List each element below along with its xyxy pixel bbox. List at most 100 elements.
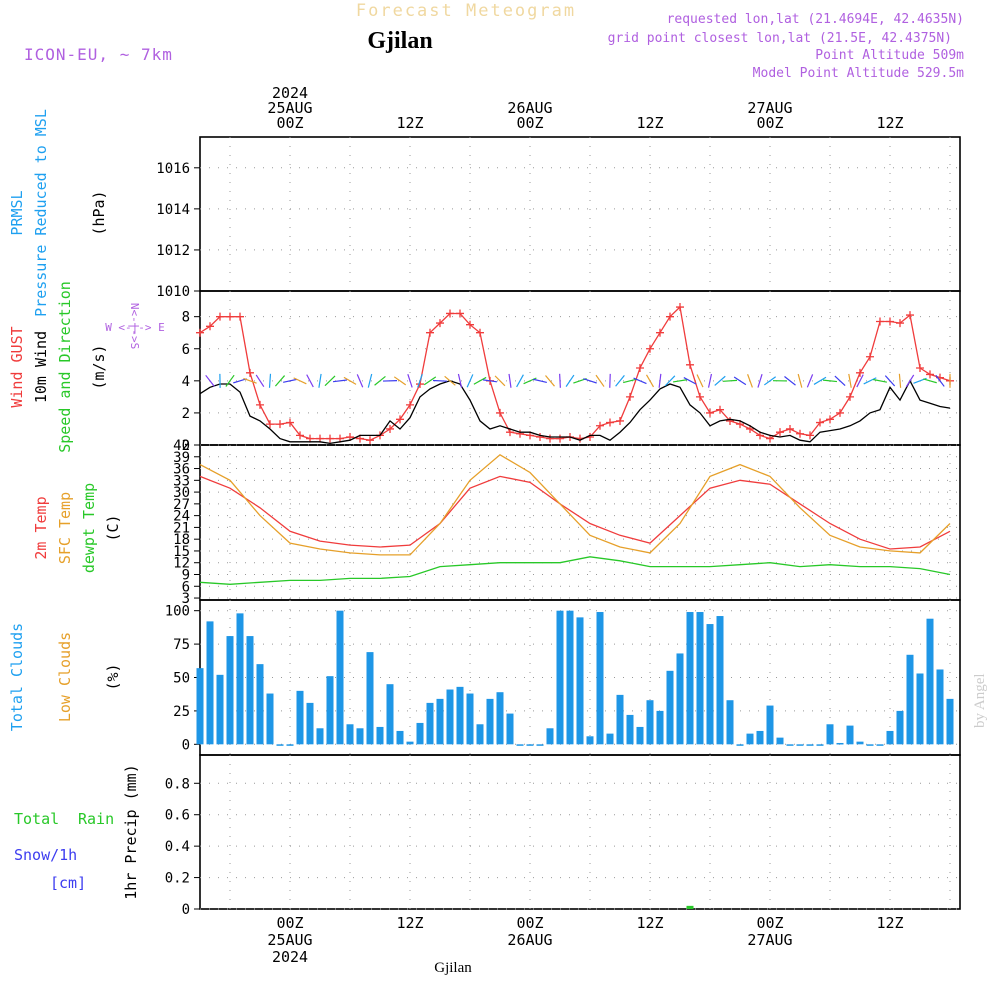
wind-arrow [225,374,235,387]
gust-marker [676,303,684,312]
clouds-bar [256,664,264,745]
clouds-bar [346,724,354,745]
clouds-bar [906,654,914,745]
clouds-bar [366,652,374,745]
y-tick-label: 15 [173,544,190,560]
gust-marker [776,428,784,437]
wind-arrow [733,376,747,386]
wind-arrow [545,375,555,387]
temperature-series-line [199,475,951,550]
bottom-time-label: 12Z [396,914,423,932]
location-title: Gjilan [367,28,432,54]
gust-marker [606,418,614,427]
y-tick-label: 1010 [156,284,190,300]
wind-arrow [482,379,498,383]
wind-arrow [533,378,547,383]
wind-label: (m/s) [90,344,108,389]
gust-marker [596,421,604,430]
top-time-label: 00Z [516,114,543,132]
y-tick-label: 9 [182,567,190,583]
wind-arrow [293,377,307,385]
clouds-bar [886,730,894,745]
y-tick-label: 39 [173,450,190,466]
wind-arrows [205,373,951,388]
clouds-bar [356,728,364,745]
clouds-bar [846,725,854,745]
clouds-bar [856,741,864,745]
gust-marker [686,360,694,369]
wind-arrow [343,376,357,385]
gust-marker [426,328,434,337]
gust-marker [816,418,824,427]
panels: 1010 1012 1014 1016 PRMSL Pressure Reduced to… [8,109,961,918]
requested-coords: requested lon,lat (21.4694E, 42.4635N) [667,12,964,27]
top-time-label: 00Z [276,114,303,132]
compass-ew: W <-|-> E [105,321,165,334]
model-label: ICON-EU, ~ 7km [24,45,173,64]
wind-series-line [199,379,951,445]
gust-marker [196,328,204,337]
bottom-time-label: 2024 [272,948,308,966]
y-tick-label: 0 [182,737,190,753]
y-tick-label: 12 [173,556,190,572]
clouds-bar [456,686,464,745]
wind-arrow [274,375,286,387]
gust-marker [866,352,874,361]
clouds-bar [446,689,454,745]
gust-marker [846,392,854,401]
clouds-bar [426,702,434,745]
y-tick-label: 24 [173,509,190,525]
pressure-label: PRMSL [8,190,26,235]
watermark: by Angel [972,673,988,728]
y-tick-label: 0.6 [165,808,190,824]
gust-marker [516,429,524,438]
gust-marker [716,405,724,414]
clouds-bar [576,617,584,745]
bottom-time-label: 12Z [876,914,903,932]
clouds-bar [406,741,414,745]
y-tick-label: 0 [182,438,190,454]
clouds-bar [316,728,324,745]
precip-axis-label: 1hr Precip (mm) [122,764,140,899]
wind-arrow [417,374,423,388]
clouds-bar [476,724,484,745]
wind-arrow [457,373,463,388]
wind-label: Speed and Direction [56,281,74,453]
wind-arrow [516,374,524,388]
clouds-bar [276,744,284,746]
wind-arrow [466,374,474,388]
clouds-label: Low Clouds [56,632,74,722]
clouds-bar [776,737,784,745]
top-time-label: 00Z [756,114,783,132]
gust-marker [646,344,654,353]
clouds-bar [526,744,534,746]
y-tick-label: 27 [173,497,190,513]
gust-marker [806,431,814,440]
clouds-bar [746,733,754,745]
gust-marker [856,368,864,377]
y-tick-label: 25 [173,704,190,720]
y-tick-label: 36 [173,462,190,478]
clouds-bar [496,692,504,745]
bottom-time-label: 00Z [276,914,303,932]
clouds-bar [796,744,804,746]
clouds-bar [826,724,834,745]
point-altitude: Point Altitude 509m [815,48,964,63]
y-tick-label: 6 [182,342,190,358]
gust-marker [326,434,334,443]
clouds-bar [486,698,494,745]
wind-arrow [863,377,877,385]
compass-rose: W <-|-> EN<-|->S [105,303,165,349]
wind-arrow [672,379,688,383]
wind-arrow [898,373,902,388]
clouds-bar [866,744,874,746]
wind-arrow [633,377,647,385]
gust-marker [496,408,504,417]
precip-label-unit: [cm] [50,874,86,892]
wind-arrow [848,373,852,388]
clouds-bar [586,736,594,745]
wind-arrow [595,374,605,387]
gust-marker [446,309,454,318]
precip-label-total: Total [14,810,59,828]
